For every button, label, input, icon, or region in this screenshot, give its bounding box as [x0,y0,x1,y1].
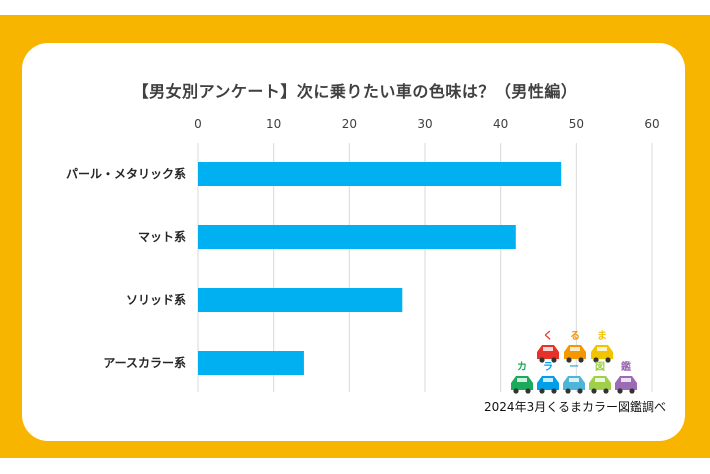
logo-car-1-0: く [537,330,559,363]
bar-1 [198,225,516,249]
x-tick-0: 0 [194,117,202,131]
logo-car-1-2: ま [591,330,613,363]
x-tick-40: 40 [493,117,508,131]
logo-letter-2-4: 鑑 [621,360,631,373]
car-body-icon [511,376,533,390]
category-label-0: パール・メタリック系 [66,166,186,181]
car-body-icon [537,345,559,359]
category-label-3: アースカラー系 [103,355,186,370]
car-body-icon [563,376,585,390]
logo-letter-2-1: ラ [543,361,553,373]
logo-letter-2-0: カ [517,361,527,373]
logo-car-2-3: 図 [589,361,611,394]
x-tick-60: 60 [644,117,659,131]
bar-2 [198,288,403,312]
bar-0 [198,162,562,186]
car-body-icon [591,345,613,359]
x-tick-30: 30 [417,117,432,131]
logo-car-2-1: ラ [537,361,559,394]
car-body-icon [537,376,559,390]
logo-letter-1-1: る [570,330,580,342]
logo-letter-2-3: 図 [595,361,605,373]
bar-3 [198,351,304,375]
logo-car-2-0: カ [511,361,533,394]
x-tick-labels: 0 10 20 30 40 50 60 [194,117,659,131]
car-body-icon [589,376,611,390]
kuruma-color-zukan-logo: く る まカ ラ ー 図 鑑 [511,330,637,394]
logo-car-1-1: る [564,330,586,363]
source-note: 2024年3月くるまカラー図鑑調べ [484,400,666,414]
x-tick-10: 10 [266,117,281,131]
x-tick-20: 20 [342,117,357,131]
logo-letter-1-2: ま [597,330,607,342]
logo-letter-2-2: ー [569,362,579,373]
x-tick-50: 50 [569,117,584,131]
logo-letter-1-0: く [543,330,553,342]
category-label-1: マット系 [138,229,186,244]
category-label-2: ソリッド系 [126,292,186,307]
bars [198,162,562,375]
logo-car-2-2: ー [563,362,585,394]
logo-car-2-4: 鑑 [615,360,637,394]
chart-title: 【男女別アンケート】次に乗りたい車の色味は？（男性編） [132,82,578,101]
car-body-icon [564,345,586,359]
car-body-icon [615,376,637,390]
